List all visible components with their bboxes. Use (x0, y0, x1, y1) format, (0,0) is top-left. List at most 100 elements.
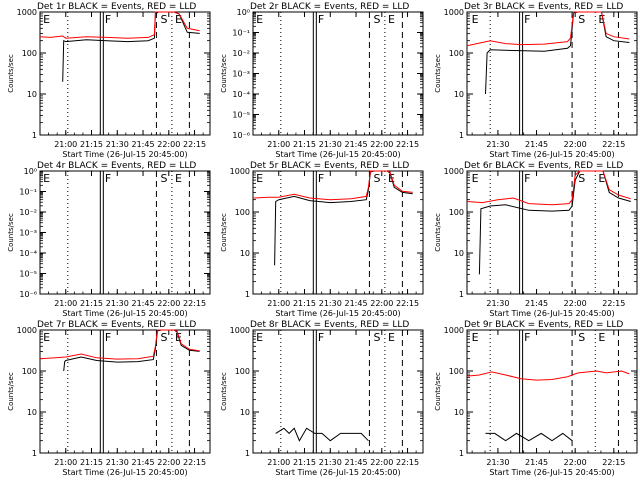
marker-label-f: F (524, 331, 530, 344)
x-tick-label: 22:00 (157, 458, 180, 467)
marker-label-s: S (374, 172, 381, 185)
x-axis-label: Start Time (26-Jul-15 20:45:00) (62, 468, 187, 477)
y-tick-label: 10⁰ (24, 167, 37, 176)
chart-panel-3: Det 3r BLACK = Events, RED = LLD 1 10 100 10… (434, 2, 638, 159)
plot-frame (39, 11, 211, 136)
marker-label-e: E (388, 331, 395, 344)
series-events (485, 11, 630, 95)
x-axis-label: Start Time (26-Jul-15 20:45:00) (275, 150, 400, 159)
y-axis-label: Counts/sec (434, 213, 442, 252)
x-tick-label: 21:45 (525, 299, 548, 308)
series-lld (39, 329, 200, 360)
x-tick-label: 22:15 (183, 140, 206, 149)
marker-label-s: S (161, 331, 168, 344)
chart-panel-5: Det 5r BLACK = Events, RED = LLD 1 10 100 10… (220, 161, 424, 318)
x-tick-label: 22:00 (370, 299, 393, 308)
y-axis-label: Counts/sec (434, 54, 442, 93)
y-tick-label: 10 (240, 249, 250, 258)
x-tick-label: 21:45 (131, 299, 154, 308)
y-tick-label: 10⁻² (19, 208, 37, 217)
y-axis-label: Counts/sec (7, 372, 15, 411)
y-tick-label: 10 (240, 408, 250, 417)
x-tick-label: 21:15 (293, 458, 316, 467)
x-tick-label: 22:15 (396, 140, 419, 149)
y-tick-label: 1 (245, 290, 250, 299)
x-tick-label: 21:00 (267, 299, 290, 308)
marker-label-f: F (524, 172, 530, 185)
marker-label-s: S (161, 13, 168, 26)
x-tick-label: 21:15 (80, 299, 103, 308)
x-tick-label: 21:00 (267, 140, 290, 149)
x-tick-label: 22:15 (602, 140, 625, 149)
y-tick-label: 10⁻⁵ (19, 270, 37, 279)
y-tick-label: 10⁰ (237, 8, 250, 17)
x-axis-label: Start Time (26-Jul-15 20:45:00) (62, 309, 187, 318)
chart-title: Det 4r BLACK = Events, RED = LLD (37, 161, 196, 171)
plot-frame (466, 170, 638, 295)
marker-label-e: E (472, 331, 479, 344)
x-axis-label: Start Time (26-Jul-15 20:45:00) (275, 468, 400, 477)
y-axis-label: Counts/sec (220, 54, 228, 93)
x-tick-label: 22:00 (564, 299, 587, 308)
chart-title: Det 8r BLACK = Events, RED = LLD (250, 320, 409, 330)
y-tick-label: 1000 (17, 326, 37, 335)
y-axis-label: Counts/sec (7, 213, 15, 252)
y-tick-label: 1 (459, 449, 464, 458)
y-tick-label: 100 (449, 208, 464, 217)
y-tick-label: 10⁻⁶ (232, 131, 250, 140)
y-tick-label: 10⁻¹ (232, 29, 250, 38)
y-tick-label: 1000 (444, 326, 464, 335)
plot-frame (252, 11, 424, 136)
x-axis-label: Start Time (26-Jul-15 20:45:00) (62, 150, 187, 159)
series-lld (466, 11, 630, 47)
x-tick-label: 21:30 (106, 299, 129, 308)
x-tick-label: 21:30 (106, 458, 129, 467)
x-tick-label: 21:15 (80, 140, 103, 149)
x-tick-label: 21:30 (486, 140, 509, 149)
y-axis-label: Counts/sec (220, 372, 228, 411)
y-tick-label: 10⁻² (232, 49, 250, 58)
series-lld (466, 170, 631, 206)
y-tick-label: 10⁻⁴ (232, 90, 250, 99)
marker-label-e: E (43, 172, 50, 185)
marker-label-s: S (374, 13, 381, 26)
x-tick-label: 21:45 (344, 140, 367, 149)
x-tick-label: 21:30 (319, 299, 342, 308)
y-tick-label: 1 (459, 131, 464, 140)
x-tick-label: 21:30 (319, 458, 342, 467)
marker-label-e: E (388, 13, 395, 26)
x-tick-label: 22:00 (157, 299, 180, 308)
y-tick-label: 10⁻⁵ (232, 111, 250, 120)
series-lld (252, 170, 413, 201)
y-tick-label: 100 (235, 208, 250, 217)
plot-frame (466, 11, 638, 136)
x-tick-label: 22:15 (396, 299, 419, 308)
y-tick-label: 1000 (17, 8, 37, 17)
marker-label-s: S (374, 331, 381, 344)
chart-panel-8: Det 8r BLACK = Events, RED = LLD 1 10 100 10… (220, 320, 424, 477)
x-tick-label: 21:30 (486, 299, 509, 308)
x-axis-label: Start Time (26-Jul-15 20:45:00) (489, 150, 614, 159)
y-tick-label: 10⁻¹ (19, 188, 37, 197)
x-axis-label: Start Time (26-Jul-15 20:45:00) (489, 309, 614, 318)
marker-label-e: E (472, 13, 479, 26)
x-tick-label: 21:30 (486, 458, 509, 467)
series-events (485, 432, 573, 442)
series-events (478, 170, 631, 275)
marker-label-s: S (578, 172, 585, 185)
marker-label-e: E (472, 172, 479, 185)
marker-label-f: F (318, 13, 324, 26)
marker-label-e: E (175, 13, 182, 26)
chart-title: Det 9r BLACK = Events, RED = LLD (464, 320, 623, 330)
marker-label-f: F (105, 331, 111, 344)
marker-label-e: E (256, 331, 263, 344)
chart-title: Det 2r BLACK = Events, RED = LLD (250, 2, 409, 12)
y-axis-label: Counts/sec (7, 54, 15, 93)
chart-title: Det 1r BLACK = Events, RED = LLD (37, 2, 196, 12)
marker-label-s: S (578, 13, 585, 26)
x-tick-label: 21:15 (293, 140, 316, 149)
x-tick-label: 21:30 (106, 140, 129, 149)
x-tick-label: 21:15 (80, 458, 103, 467)
x-tick-label: 22:00 (564, 140, 587, 149)
